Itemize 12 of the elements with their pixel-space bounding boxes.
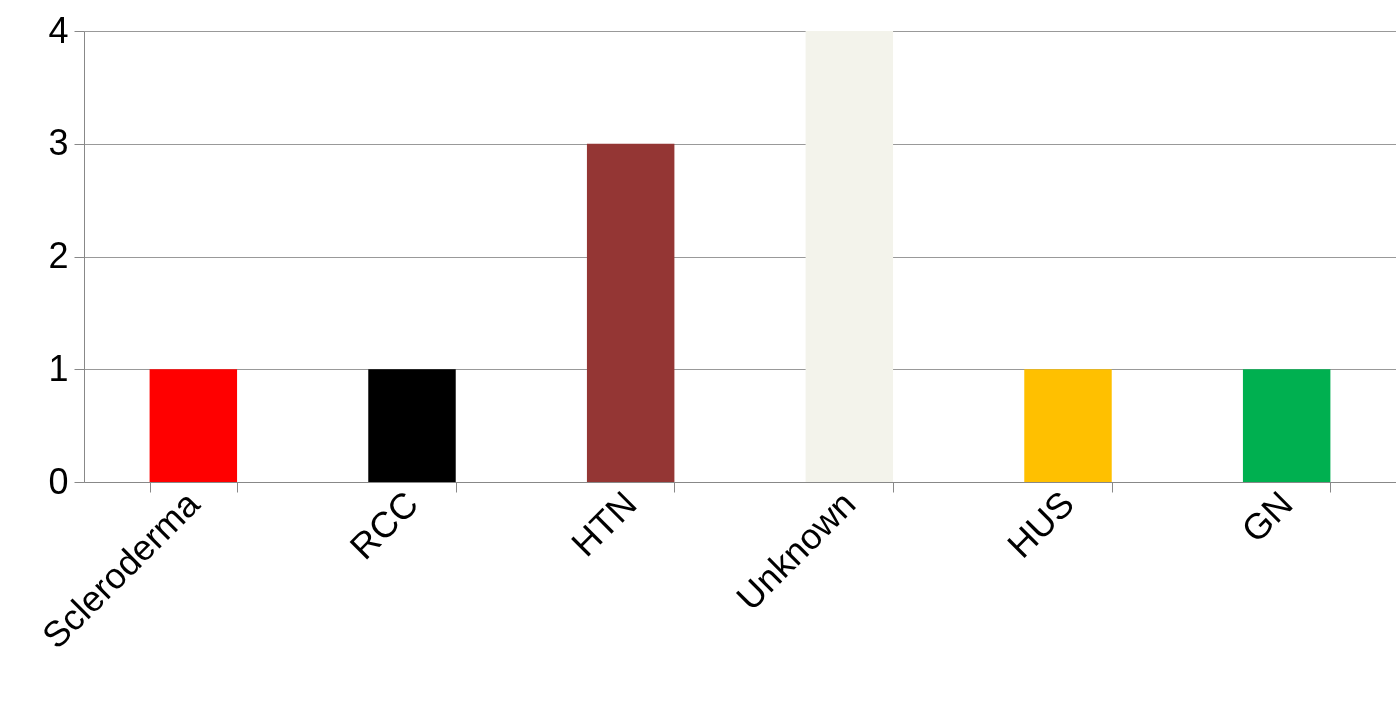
- y-tick-label: 0: [48, 460, 69, 502]
- y-tick-label: 2: [48, 235, 69, 276]
- x-tick-label: GN: [1233, 482, 1301, 551]
- y-tick-label: 3: [48, 122, 69, 164]
- y-tick-label: 1: [48, 347, 69, 389]
- y-tick-label: 4: [48, 9, 69, 51]
- bar: [1242, 369, 1331, 482]
- bar: [149, 369, 238, 482]
- bar: [586, 143, 675, 482]
- bar: [805, 31, 894, 482]
- bar: [1024, 369, 1112, 482]
- bar: [368, 369, 456, 482]
